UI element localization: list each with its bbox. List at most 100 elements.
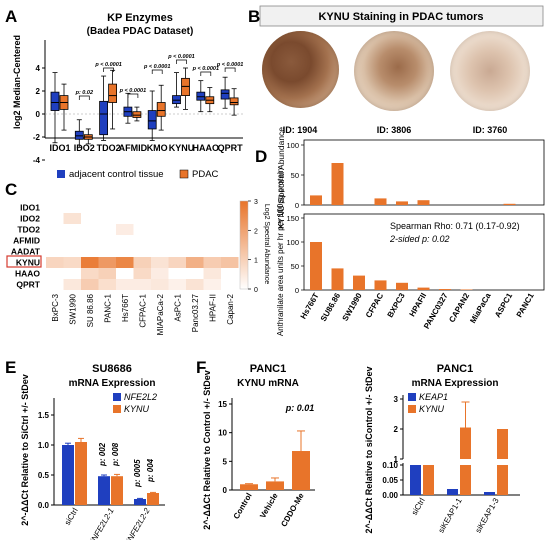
- panel-d-xlabel: BXPC3: [386, 291, 407, 319]
- panel-d-bottom-bar: [353, 275, 365, 290]
- heatmap-cell: [116, 279, 134, 290]
- heatmap-cell: [168, 224, 186, 235]
- heatmap-cell: [203, 268, 221, 279]
- box-control: [172, 95, 181, 105]
- panel-d-xlabel: Hs766T: [299, 291, 321, 320]
- panel-d-top-bar: [331, 163, 344, 205]
- heatmap-cell: [81, 268, 99, 279]
- panel-e-bars: [62, 437, 159, 505]
- heatmap-cell: [221, 246, 239, 257]
- pvalue-label: p: 0.02: [75, 90, 93, 96]
- heatmap-cell: [116, 213, 134, 224]
- panel-f1-bars: [240, 430, 310, 490]
- panel-a-subtitle: (Badea PDAC Dataset): [87, 26, 194, 37]
- legend-label-pdac: PDAC: [192, 169, 219, 180]
- panel-f2-yticks: 3 2 10.10 0.05 0.00: [382, 395, 403, 500]
- panel-f1-ytick-label: 0: [223, 486, 228, 495]
- heatmap-cell: [116, 257, 134, 268]
- tissue-core-image-2: [354, 31, 434, 111]
- heatmap-col-label: Hs766T: [121, 294, 130, 322]
- heatmap-row-label: IDO1: [20, 203, 40, 213]
- panel-f-right: PANC1 mRNA Expression 2^-ΔΔCt Relative t…: [364, 363, 520, 535]
- panel-d-bottom-bar: [439, 289, 451, 290]
- panel-f2-bar-kynu: [423, 465, 434, 495]
- heatmap-cell: [98, 279, 116, 290]
- heatmap-cell: [203, 202, 221, 213]
- panel-f2-ytick-label: 1: [394, 455, 399, 464]
- tissue-id-1: ID: 1904: [283, 125, 318, 135]
- heatmap-cell: [63, 268, 81, 279]
- heatmap-cell: [81, 235, 99, 246]
- heatmap-cell: [186, 213, 204, 224]
- panel-d-xlabel: CFPAC: [364, 291, 385, 319]
- panel-e-bar-kynu: [147, 493, 159, 505]
- panel-d-top-ytick-label: 50: [291, 171, 299, 180]
- panel-d-bottom-bar: [396, 282, 408, 290]
- panel-e-bar-kynu: [111, 476, 123, 505]
- heatmap-cell: [168, 246, 186, 257]
- heatmap-cell: [151, 202, 169, 213]
- panel-d-top-bars: [310, 163, 516, 205]
- panel-a-yticks: 4 2 0 -2 -4: [33, 64, 45, 165]
- panel-f-left: F PANC1 KYNU mRNA 2^-ΔΔCt Relative to Co…: [196, 358, 315, 530]
- legend-swatch-kynu-f: [408, 405, 416, 413]
- heatmap-cell: [81, 257, 99, 268]
- panel-d-bottom-bar: [374, 280, 387, 290]
- panel-d-xlabel: HPAFII: [408, 292, 429, 319]
- heatmap-cell: [203, 279, 221, 290]
- heatmap-cell: [98, 202, 116, 213]
- panel-letter-e: E: [5, 358, 16, 377]
- heatmap-cell: [63, 224, 81, 235]
- legend-swatch-nfe2l2: [113, 393, 121, 401]
- legend-label-nfe2l2: NFE2L2: [124, 392, 157, 402]
- heatmap-cell: [203, 213, 221, 224]
- heatmap-cell: [186, 257, 204, 268]
- panel-e-bar-nfe2l2: [62, 445, 74, 505]
- panel-e-xlabel: siCtrl: [63, 506, 80, 526]
- pvalue-label: p < 0.0001: [167, 54, 194, 60]
- heatmap-cell: [81, 246, 99, 257]
- panel-letter-a: A: [5, 7, 17, 26]
- legend-swatch-control: [57, 170, 65, 178]
- panel-d-top-bar: [417, 200, 430, 205]
- panel-a-ytick-label: -2: [33, 133, 41, 142]
- panel-f2-ytick-label: 0.00: [382, 491, 398, 500]
- panel-e-bar-nfe2l2: [134, 499, 146, 505]
- panel-e-ytick-label: 1.5: [38, 411, 50, 420]
- heatmap-col-label: BxPC-3: [51, 293, 60, 321]
- panel-f2-title: PANC1: [437, 363, 473, 375]
- panel-e-bar-nfe2l2: [98, 476, 110, 505]
- heatmap-cell: [133, 202, 151, 213]
- pvalue-label: p < 0.0001: [119, 88, 146, 94]
- panel-d-bottom-bar: [310, 242, 322, 290]
- heatmap-col-label: SU 86.86: [86, 293, 95, 327]
- panel-d-bottom-ytick-label: 50: [291, 262, 299, 271]
- pvalue-bracket: [127, 93, 139, 98]
- legend-label-keap1: KEAP1: [419, 392, 448, 402]
- panel-e: E SU8686 mRNA Expression 2^-ΔΔCt Relativ…: [5, 358, 165, 540]
- heatmap-cell: [221, 279, 239, 290]
- panel-d-bottom-bar: [417, 287, 430, 290]
- panel-d-xlabel: ASPC1: [493, 291, 514, 319]
- heatmap-cell: [46, 279, 64, 290]
- panel-letter-d: D: [255, 147, 267, 166]
- panel-d-bottom-ytick-label: 0: [295, 286, 299, 295]
- box-pdac: [229, 97, 239, 106]
- panel-e-xlabels: siCtrl SiNFE2L2-1 SiNFE2L2-2: [63, 506, 152, 540]
- panel-e-bar-kynu: [75, 442, 87, 505]
- heatmap-cell: [63, 235, 81, 246]
- heatmap-cell: [151, 224, 169, 235]
- heatmap-cell: [168, 279, 186, 290]
- heatmap-cell: [186, 202, 204, 213]
- panel-f2-ylabel: 2^-ΔΔCt Relative to siControl +/- StDev: [364, 367, 374, 534]
- panel-d-yticks: 100 50 0 150 100 50 0: [286, 141, 304, 295]
- panel-a-xlabel: HAAO: [193, 143, 220, 153]
- pvalue-bracket: [200, 71, 212, 76]
- panel-f1-xlabel: Control: [232, 492, 254, 521]
- panel-b: B KYNU Staining in PDAC tumors ID: 1904 …: [248, 5, 544, 135]
- heatmap-col-label: MIAPaCa-2: [156, 293, 165, 335]
- heatmap-cell: [133, 213, 151, 224]
